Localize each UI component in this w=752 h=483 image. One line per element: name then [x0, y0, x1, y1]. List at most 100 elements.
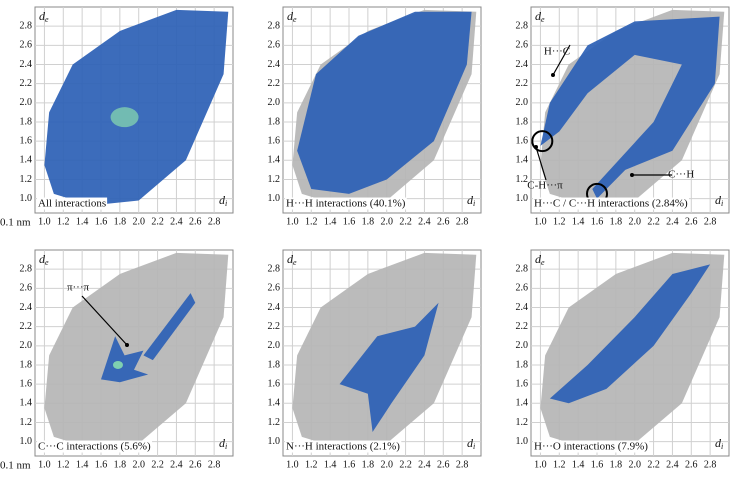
x-tick-label: 1.2 — [553, 459, 566, 470]
x-tick-label: 1.0 — [534, 216, 547, 227]
subscript: i — [473, 442, 475, 451]
y-tick-label: 1.6 — [516, 378, 529, 389]
subscript: i — [225, 199, 227, 208]
panel-label: All interactions — [38, 198, 106, 210]
y-tick-label: 2.0 — [20, 97, 33, 108]
arrow — [552, 44, 571, 76]
point-cloud — [143, 293, 196, 361]
panel-label: H···H interactions (40.1%) — [286, 198, 406, 210]
x-tick-label: 2.2 — [647, 459, 660, 470]
arrow-head — [125, 343, 129, 347]
y-tick-label: 2.2 — [516, 78, 529, 89]
arrow-head — [551, 73, 555, 77]
point-cloud — [339, 302, 439, 433]
y-tick-label: 1.0 — [20, 436, 33, 447]
x-tick-label: 2.4 — [418, 459, 431, 470]
y-tick-label: 1.2 — [20, 417, 33, 428]
arrow-head — [534, 145, 538, 149]
x-tick-label: 2.8 — [208, 216, 221, 227]
x-tick-label: 1.0 — [286, 459, 299, 470]
x-tick-label: 1.6 — [591, 216, 604, 227]
x-tick-label: 1.2 — [305, 216, 318, 227]
y-tick-label: 1.8 — [516, 116, 529, 127]
panel-label: H···C / C···H interactions (2.84%) — [534, 198, 688, 210]
subscript: i — [721, 199, 723, 208]
arrow — [81, 295, 128, 346]
x-tick-label: 2.2 — [647, 216, 660, 227]
x-tick-label: 1.6 — [343, 459, 356, 470]
y-tick-label: 1.4 — [20, 155, 33, 166]
annotation: H···C — [544, 46, 570, 58]
y-axis-label: de — [287, 9, 297, 24]
x-axis-label: di — [715, 193, 723, 208]
y-axis-label: de — [287, 252, 297, 267]
panel-label: H···O interactions (7.9%) — [534, 441, 648, 453]
symbol: d — [715, 193, 722, 207]
point-cloud — [44, 252, 229, 449]
x-axis-label: di — [715, 436, 723, 451]
y-tick-label: 2.4 — [20, 59, 33, 70]
x-tick-label: 1.4 — [572, 459, 585, 470]
x-tick-label: 2.2 — [151, 459, 164, 470]
y-tick-label: 2.4 — [268, 59, 281, 70]
y-tick-label: 1.4 — [516, 398, 529, 409]
x-tick-label: 2.6 — [685, 459, 698, 470]
y-tick-label: 1.0 — [268, 193, 281, 204]
x-tick-label: 1.8 — [610, 216, 623, 227]
x-tick-label: 1.2 — [553, 216, 566, 227]
x-tick-label: 2.0 — [628, 216, 641, 227]
y-tick-label: 2.6 — [268, 40, 281, 51]
x-tick-label: 2.6 — [189, 459, 202, 470]
x-tick-label: 2.6 — [437, 459, 450, 470]
arrow — [535, 146, 547, 181]
x-tick-label: 2.2 — [399, 216, 412, 227]
x-tick-label: 1.6 — [591, 459, 604, 470]
unit-label: 0.1 nm — [0, 217, 31, 229]
x-tick-label: 1.0 — [534, 459, 547, 470]
y-tick-label: 2.6 — [268, 283, 281, 294]
x-tick-label: 2.0 — [132, 459, 145, 470]
y-tick-label: 2.8 — [516, 263, 529, 274]
y-tick-label: 1.6 — [20, 378, 33, 389]
y-tick-label: 1.2 — [268, 174, 281, 185]
highlight — [531, 130, 554, 153]
x-tick-label: 2.8 — [456, 459, 469, 470]
subscript: i — [225, 442, 227, 451]
y-tick-label: 1.2 — [516, 417, 529, 428]
y-tick-label: 2.6 — [20, 283, 33, 294]
arrow-head — [630, 173, 634, 177]
x-tick-label: 1.0 — [286, 216, 299, 227]
y-axis-label: de — [39, 9, 49, 24]
y-tick-label: 2.2 — [268, 321, 281, 332]
x-tick-label: 2.6 — [685, 216, 698, 227]
y-tick-label: 1.0 — [268, 436, 281, 447]
x-tick-label: 2.2 — [399, 459, 412, 470]
subscript: e — [293, 258, 297, 267]
symbol: d — [715, 436, 722, 450]
y-tick-label: 2.4 — [516, 59, 529, 70]
x-tick-label: 1.6 — [95, 459, 108, 470]
y-tick-label: 2.8 — [20, 263, 33, 274]
y-tick-label: 2.2 — [516, 321, 529, 332]
x-tick-label: 2.4 — [666, 216, 679, 227]
x-tick-label: 1.4 — [324, 216, 337, 227]
label-bg — [285, 197, 407, 210]
y-tick-label: 2.0 — [516, 97, 529, 108]
point-cloud — [540, 16, 720, 199]
y-tick-label: 2.2 — [20, 78, 33, 89]
x-tick-label: 1.4 — [324, 459, 337, 470]
x-tick-label: 1.0 — [38, 459, 51, 470]
y-tick-label: 1.4 — [268, 398, 281, 409]
y-tick-label: 1.2 — [20, 174, 33, 185]
x-axis-label: di — [467, 436, 475, 451]
x-axis-label: di — [219, 193, 227, 208]
y-tick-label: 1.6 — [20, 135, 33, 146]
y-tick-label: 2.6 — [20, 40, 33, 51]
x-axis-label: di — [219, 436, 227, 451]
density-peak — [110, 107, 139, 128]
annotation: C···H — [668, 169, 694, 181]
x-tick-label: 2.8 — [456, 216, 469, 227]
y-tick-label: 1.8 — [268, 359, 281, 370]
x-tick-label: 2.4 — [170, 459, 183, 470]
